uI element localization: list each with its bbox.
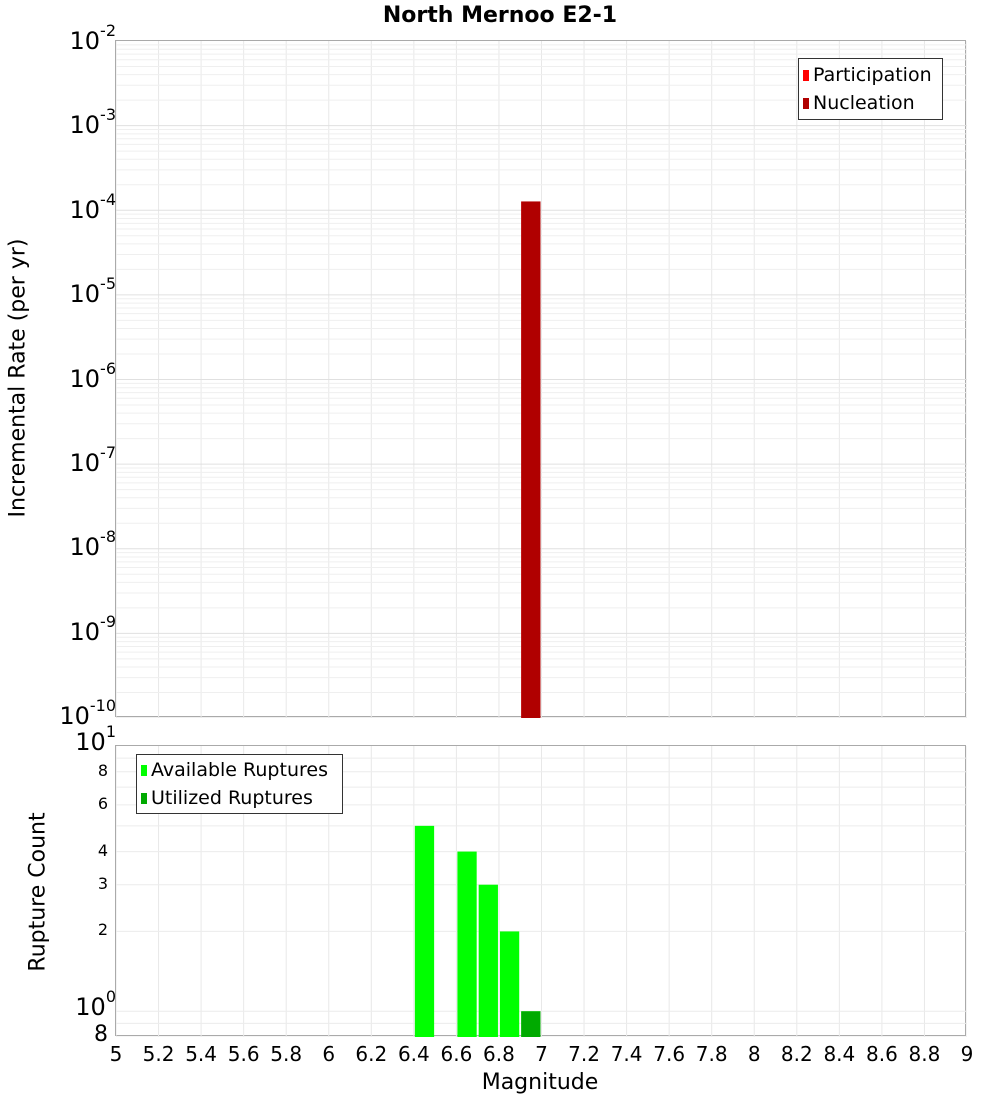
x-tick-label: 7.6 [653,1042,686,1066]
y-tick-label: 10-7 [69,442,117,477]
bottom-y-axis-label: Rupture Count [25,812,51,972]
legend-label: Participation [813,64,932,86]
chart-title: North Mernoo E2-1 [382,3,618,28]
x-tick-label: 6.8 [483,1042,515,1066]
x-tick-label: 9 [960,1042,974,1066]
rupture-count-bar [457,851,477,1037]
legend-item-utilized: Utilized Ruptures [141,784,338,812]
rate-bar [521,201,541,718]
legend-label: Available Ruptures [151,759,328,781]
top-y-axis-label: Incremental Rate (per yr) [5,238,31,518]
x-tick-label: 7.8 [695,1042,728,1066]
x-tick-label: 7 [535,1042,548,1066]
y-tick-label: 10-10 [59,696,116,730]
legend-label: Nucleation [813,92,915,114]
y-tick-label: 8 [97,760,108,780]
x-tick-label: 6 [322,1042,336,1066]
y-tick-label: 10-3 [69,105,117,140]
bottom-legend: Available Ruptures Utilized Ruptures [136,754,343,814]
y-tick-label: 10-8 [69,527,117,562]
x-tick-label: 5.2 [142,1042,175,1066]
x-tick-label: 8.2 [780,1042,813,1066]
x-tick-label: 6.2 [355,1042,388,1066]
x-tick-label: 8.6 [865,1042,898,1066]
x-tick-label: 5 [109,1042,123,1066]
x-tick-label: 6.4 [397,1042,430,1066]
y-tick-label: 10-5 [69,274,117,309]
legend-item-available: Available Ruptures [141,756,338,784]
x-tick-label: 5.8 [270,1042,303,1066]
legend-item-participation: Participation [803,61,938,89]
rupture-count-bar [478,884,498,1037]
x-tick-label: 7.2 [568,1042,600,1066]
x-tick-label: 8.4 [823,1042,856,1066]
y-tick-label: 10-2 [69,21,117,55]
y-tick-label: 10-4 [69,189,117,224]
y-tick-label-bottom: 8 [94,1022,108,1047]
y-tick-label: 10-6 [69,358,117,393]
top-legend: Participation Nucleation [798,58,943,120]
x-tick-label: 8 [747,1042,761,1066]
y-tick-label: 101 [75,722,116,756]
rupture-count-bar [521,1011,541,1037]
rupture-count-bar [499,931,520,1037]
y-tick-label: 100 [75,987,116,1022]
x-tick-label: 5.4 [185,1042,217,1066]
nucleation-swatch-icon [803,97,809,109]
top-plot-area [115,40,967,718]
y-tick-label: 6 [97,793,108,813]
top-plot-grid-and-bars [116,41,967,718]
legend-label: Utilized Ruptures [151,787,313,809]
participation-swatch-icon [803,69,809,81]
utilized-swatch-icon [141,792,147,804]
x-tick-label: 5.6 [227,1042,260,1066]
x-tick-label: 6.6 [440,1042,473,1066]
y-tick-label: 3 [97,873,108,893]
available-swatch-icon [141,764,147,776]
y-tick-label: 2 [97,920,108,940]
y-tick-label: 10-9 [69,611,117,646]
y-tick-label: 4 [97,840,108,860]
legend-item-nucleation: Nucleation [803,89,938,117]
x-tick-label: 8.8 [908,1042,941,1066]
x-axis-label: Magnitude [481,1070,599,1095]
rupture-count-bar [414,825,435,1037]
x-tick-label: 7.4 [610,1042,643,1066]
